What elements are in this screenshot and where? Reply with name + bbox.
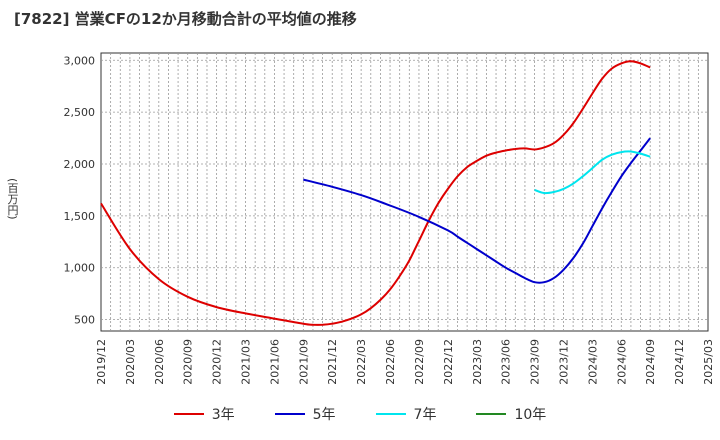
legend-swatch: [375, 413, 406, 415]
series-line-0: [100, 60, 651, 326]
y-tick-label: 3,000: [64, 54, 96, 67]
y-tick-label: 2,500: [64, 106, 96, 119]
series-line-1: [303, 137, 651, 284]
x-tick-label: 2022/03: [355, 339, 368, 385]
x-tick-label: 2020/06: [153, 339, 166, 385]
y-tick-label: 1,000: [64, 262, 96, 275]
x-tick-label: 2019/12: [95, 339, 108, 385]
plot-area: [100, 52, 709, 332]
legend-label: 5年: [312, 407, 336, 423]
x-tick-label: 2023/06: [500, 339, 513, 385]
legend-label: 7年: [413, 407, 437, 423]
x-tick-label: 2021/09: [297, 339, 310, 385]
y-tick-label: 1,500: [64, 210, 96, 223]
series-line-2: [534, 150, 651, 195]
legend-swatch: [476, 413, 507, 415]
x-tick-label: 2024/09: [644, 339, 657, 385]
legend: 3年 5年 7年 10年: [0, 404, 720, 424]
x-tick-label: 2021/03: [240, 339, 253, 385]
grid-lines: [101, 53, 708, 331]
x-tick-label: 2021/06: [268, 339, 281, 385]
x-tick-label: 2020/03: [124, 339, 137, 385]
x-tick-label: 2025/03: [702, 339, 715, 385]
x-tick-label: 2020/12: [211, 339, 224, 385]
legend-item-2: 7年: [375, 404, 437, 424]
chart-title: [7822] 営業CFの12か月移動合計の平均値の推移: [14, 10, 357, 28]
y-tick-label: 500: [74, 314, 95, 327]
legend-label: 10年: [514, 407, 547, 423]
x-tick-label: 2020/09: [182, 339, 195, 385]
legend-swatch: [173, 413, 204, 415]
x-tick-label: 2022/06: [384, 339, 397, 385]
x-tick-label: 2022/12: [442, 339, 455, 385]
x-tick-label: 2024/03: [586, 339, 599, 385]
x-tick-label: 2024/12: [673, 339, 686, 385]
x-tick-label: 2021/12: [326, 339, 339, 385]
y-tick-label: 2,000: [64, 158, 96, 171]
x-axis-ticks: 2019/12 2020/03 2020/06 2020/09 2020/12 2021/…: [95, 339, 715, 385]
x-tick-label: 2024/06: [615, 339, 628, 385]
legend-item-3: 10年: [476, 404, 546, 424]
x-tick-label: 2023/09: [529, 339, 542, 385]
legend-swatch: [274, 413, 305, 415]
legend-label: 3年: [211, 407, 235, 423]
y-axis-label: (百万円): [6, 178, 19, 220]
y-axis-ticks: 500 1,000 1,500 2,000 2,500 3,000: [64, 54, 96, 326]
series-lines: [100, 60, 651, 326]
x-tick-label: 2023/12: [557, 339, 570, 385]
legend-item-1: 5年: [274, 404, 336, 424]
legend-item-0: 3年: [173, 404, 235, 424]
x-tick-label: 2022/09: [413, 339, 426, 385]
x-tick-label: 2023/03: [471, 339, 484, 385]
